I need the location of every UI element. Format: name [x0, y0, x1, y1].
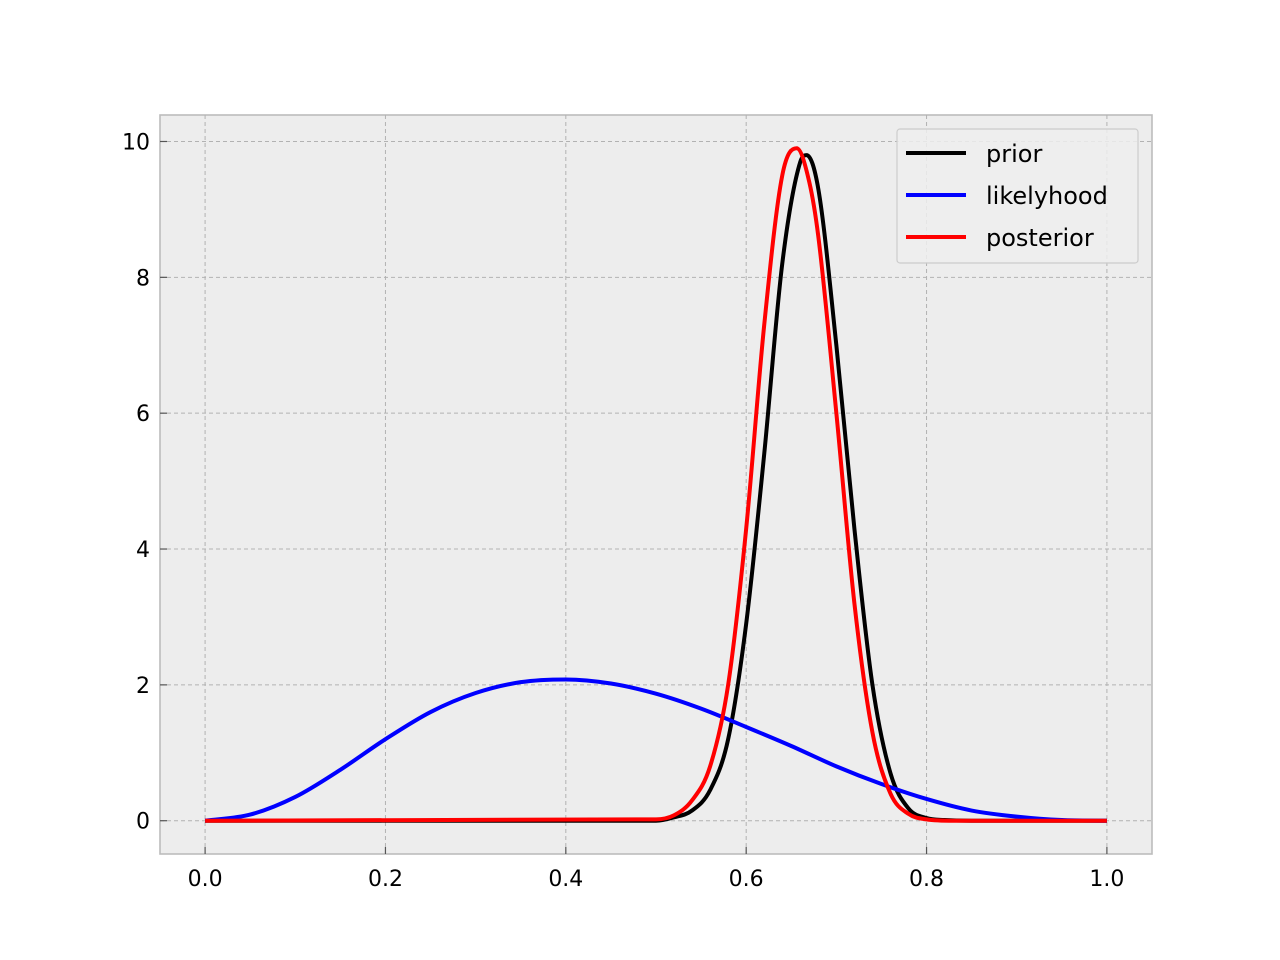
x-tick-label: 0.2 — [368, 867, 403, 892]
y-tick-label: 6 — [136, 402, 150, 427]
legend-label-prior: prior — [986, 140, 1042, 168]
legend: prior likelyhood posterior — [896, 128, 1139, 264]
x-tick-label: 0.6 — [729, 867, 764, 892]
y-tick-label: 0 — [136, 810, 150, 835]
series — [204, 146, 1107, 823]
series-line-likelyhood — [204, 677, 1107, 823]
y-tick-label: 2 — [136, 674, 150, 699]
legend-label-posterior: posterior — [986, 224, 1094, 252]
legend-label-likelyhood: likelyhood — [986, 182, 1108, 210]
y-tick-label: 10 — [122, 130, 150, 155]
y-tick-label: 8 — [136, 266, 150, 291]
x-tick-label: 0.0 — [188, 867, 223, 892]
ticks: 0.0 0.2 0.4 0.6 0.8 1.0 0 2 4 6 8 10 — [122, 130, 1124, 892]
legend-box — [896, 128, 1139, 264]
x-tick-label: 0.8 — [909, 867, 944, 892]
series-line-posterior — [205, 146, 1107, 823]
x-tick-label: 0.4 — [548, 867, 583, 892]
x-tick-label: 1.0 — [1089, 867, 1124, 892]
y-tick-label: 4 — [136, 538, 150, 563]
